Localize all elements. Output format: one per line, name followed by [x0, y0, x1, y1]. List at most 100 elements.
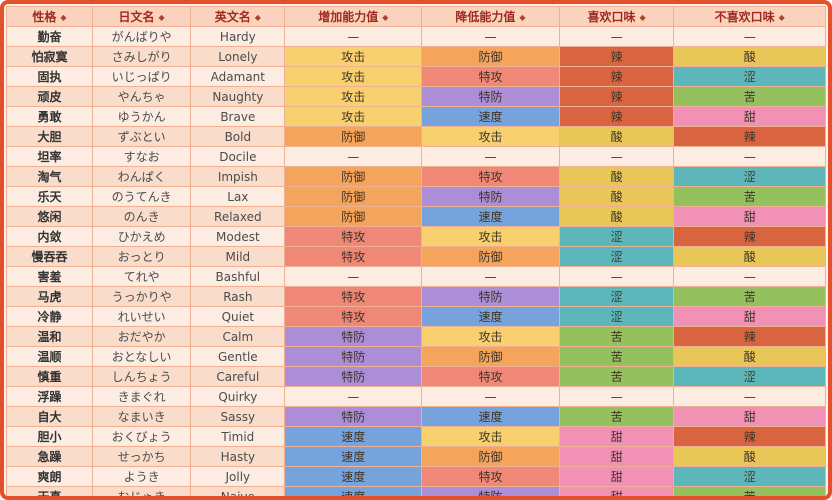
increased-stat-cell: 攻击	[284, 66, 423, 87]
japanese-name-cell: しんちょう	[91, 366, 192, 387]
liked-flavor-cell: —	[558, 146, 675, 167]
nature-cell: 内敛	[6, 226, 93, 247]
increased-stat-cell: 速度	[284, 426, 423, 447]
increased-stat-cell: 特防	[284, 406, 423, 427]
decreased-stat-cell: 特攻	[421, 466, 560, 487]
increased-stat-cell: 攻击	[284, 86, 423, 107]
japanese-name-cell: やんちゃ	[91, 86, 192, 107]
table-row: 勇敢 ゆうかん Brave 攻击 速度 辣 甜	[6, 106, 826, 127]
table-row: 害羞 てれや Bashful — — — —	[6, 266, 826, 287]
nature-table: 性格 ◆ 日文名 ◆ 英文名 ◆ 增加能力值 ◆ 降低能力值 ◆ 喜欢口味 ◆ 不喜欢口味 ◆…	[6, 6, 826, 496]
liked-flavor-cell: 苦	[558, 346, 675, 367]
increased-stat-cell: 防御	[284, 206, 423, 227]
header-label: 性格	[32, 10, 57, 24]
japanese-name-cell: ようき	[91, 466, 192, 487]
header-label: 降低能力值	[455, 10, 516, 24]
liked-flavor-cell: 辣	[558, 86, 675, 107]
japanese-name-cell: ずぶとい	[91, 126, 192, 147]
disliked-flavor-cell: 甜	[673, 406, 826, 427]
japanese-name-cell: うっかりや	[91, 286, 192, 307]
decreased-stat-cell: 速度	[421, 206, 560, 227]
disliked-flavor-cell: —	[673, 266, 826, 287]
increased-stat-cell: 特攻	[284, 226, 423, 247]
japanese-name-cell: せっかち	[91, 446, 192, 467]
increased-stat-cell: 特攻	[284, 306, 423, 327]
header-label: 日文名	[118, 10, 155, 24]
japanese-name-cell: いじっぱり	[91, 66, 192, 87]
header-nature[interactable]: 性格 ◆	[6, 6, 93, 27]
english-name-cell: Adamant	[190, 66, 286, 87]
header-label: 喜欢口味	[587, 10, 636, 24]
english-name-cell: Bashful	[190, 266, 286, 287]
disliked-flavor-cell: 苦	[673, 86, 826, 107]
header-increased-stat[interactable]: 增加能力值 ◆	[284, 6, 423, 27]
liked-flavor-cell: 涩	[558, 226, 675, 247]
increased-stat-cell: 攻击	[284, 106, 423, 127]
table-row: 顽皮 やんちゃ Naughty 攻击 特防 辣 苦	[6, 86, 826, 107]
japanese-name-cell: のうてんき	[91, 186, 192, 207]
increased-stat-cell: 特防	[284, 346, 423, 367]
japanese-name-cell: なまいき	[91, 406, 192, 427]
nature-cell: 慢吞吞	[6, 246, 93, 267]
table-row: 冷静 れいせい Quiet 特攻 速度 涩 甜	[6, 306, 826, 327]
increased-stat-cell: 特攻	[284, 286, 423, 307]
decreased-stat-cell: —	[421, 386, 560, 407]
header-label: 增加能力值	[318, 10, 379, 24]
disliked-flavor-cell: 甜	[673, 206, 826, 227]
english-name-cell: Bold	[190, 126, 286, 147]
disliked-flavor-cell: 辣	[673, 226, 826, 247]
table-row: 慎重 しんちょう Careful 特防 特攻 苦 涩	[6, 366, 826, 387]
english-name-cell: Naughty	[190, 86, 286, 107]
sort-icon: ◆	[519, 13, 526, 22]
nature-cell: 急躁	[6, 446, 93, 467]
liked-flavor-cell: 甜	[558, 426, 675, 447]
nature-cell: 淘气	[6, 166, 93, 187]
english-name-cell: Hasty	[190, 446, 286, 467]
japanese-name-cell: むじゃき	[91, 486, 192, 496]
japanese-name-cell: すなお	[91, 146, 192, 167]
liked-flavor-cell: —	[558, 266, 675, 287]
decreased-stat-cell: 攻击	[421, 326, 560, 347]
disliked-flavor-cell: —	[673, 26, 826, 47]
decreased-stat-cell: 攻击	[421, 126, 560, 147]
table-row: 内敛 ひかえめ Modest 特攻 攻击 涩 辣	[6, 226, 826, 247]
table-row: 慢吞吞 おっとり Mild 特攻 防御 涩 酸	[6, 246, 826, 267]
liked-flavor-cell: 涩	[558, 306, 675, 327]
table-row: 爽朗 ようき Jolly 速度 特攻 甜 涩	[6, 466, 826, 487]
liked-flavor-cell: 酸	[558, 166, 675, 187]
decreased-stat-cell: 攻击	[421, 426, 560, 447]
nature-cell: 温顺	[6, 346, 93, 367]
sort-icon: ◆	[158, 13, 165, 22]
english-name-cell: Docile	[190, 146, 286, 167]
nature-cell: 爽朗	[6, 466, 93, 487]
decreased-stat-cell: 特防	[421, 86, 560, 107]
table-row: 勤奋 がんばりや Hardy — — — —	[6, 26, 826, 47]
english-name-cell: Careful	[190, 366, 286, 387]
disliked-flavor-cell: 苦	[673, 186, 826, 207]
header-japanese-name[interactable]: 日文名 ◆	[91, 6, 192, 27]
english-name-cell: Mild	[190, 246, 286, 267]
english-name-cell: Lax	[190, 186, 286, 207]
decreased-stat-cell: 速度	[421, 406, 560, 427]
increased-stat-cell: 防御	[284, 166, 423, 187]
header-liked-flavor[interactable]: 喜欢口味 ◆	[558, 6, 675, 27]
english-name-cell: Modest	[190, 226, 286, 247]
japanese-name-cell: おっとり	[91, 246, 192, 267]
disliked-flavor-cell: 苦	[673, 286, 826, 307]
disliked-flavor-cell: 涩	[673, 466, 826, 487]
disliked-flavor-cell: 酸	[673, 46, 826, 67]
nature-cell: 胆小	[6, 426, 93, 447]
disliked-flavor-cell: 辣	[673, 326, 826, 347]
disliked-flavor-cell: 酸	[673, 246, 826, 267]
japanese-name-cell: がんばりや	[91, 26, 192, 47]
english-name-cell: Rash	[190, 286, 286, 307]
japanese-name-cell: ゆうかん	[91, 106, 192, 127]
nature-cell: 乐天	[6, 186, 93, 207]
english-name-cell: Brave	[190, 106, 286, 127]
nature-cell: 悠闲	[6, 206, 93, 227]
header-decreased-stat[interactable]: 降低能力值 ◆	[421, 6, 560, 27]
decreased-stat-cell: —	[421, 266, 560, 287]
table-row: 浮躁 きまぐれ Quirky — — — —	[6, 386, 826, 407]
header-disliked-flavor[interactable]: 不喜欢口味 ◆	[673, 6, 826, 27]
header-english-name[interactable]: 英文名 ◆	[190, 6, 286, 27]
